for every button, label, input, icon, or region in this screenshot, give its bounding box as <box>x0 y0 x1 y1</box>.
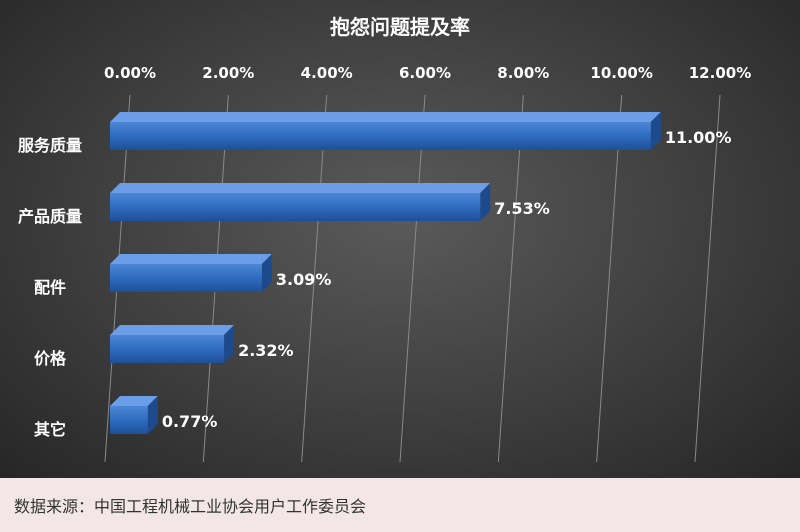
gridline <box>399 94 426 463</box>
bar-front-face <box>110 264 262 292</box>
bar-top-face <box>110 112 661 122</box>
source-text: 数据来源：中国工程机械工业协会用户工作委员会 <box>14 497 367 516</box>
chart-title: 抱怨问题提及率 <box>330 15 470 39</box>
source-footer: 数据来源：中国工程机械工业协会用户工作委员会 <box>0 478 800 532</box>
value-label: 3.09% <box>276 270 332 289</box>
value-label: 2.32% <box>238 341 294 360</box>
chart-area: 抱怨问题提及率 0.00% 2.00% 4.00% 6.00% 8.00% 10.00% 1… <box>0 0 800 478</box>
gridline <box>301 94 328 463</box>
x-tick-label: 2.00% <box>202 64 254 82</box>
bar-end-face <box>224 325 235 363</box>
x-tick-label: 0.00% <box>104 64 156 82</box>
x-tick-label: 12.00% <box>689 64 751 82</box>
bar <box>110 112 661 150</box>
category-label: 配件 <box>34 278 66 297</box>
bar-top-face <box>110 396 158 406</box>
x-tick-label: 6.00% <box>399 64 451 82</box>
gridline <box>497 94 524 463</box>
x-tick-label: 4.00% <box>301 64 353 82</box>
bar-end-face <box>147 396 158 434</box>
value-label: 11.00% <box>665 128 732 147</box>
value-label: 0.77% <box>162 412 218 431</box>
bar-top-face <box>110 325 235 335</box>
bar-end-face <box>480 183 491 221</box>
category-label: 产品质量 <box>18 207 82 226</box>
gridline <box>694 94 721 463</box>
category-label: 其它 <box>34 420 66 439</box>
category-label: 价格 <box>34 349 67 368</box>
category-label: 服务质量 <box>18 136 82 155</box>
bar-front-face <box>110 193 481 221</box>
bar <box>110 254 272 292</box>
bar-end-face <box>261 254 272 292</box>
bar-top-face <box>110 254 272 264</box>
bar-end-face <box>650 112 661 150</box>
value-label: 7.53% <box>494 199 550 218</box>
bar-front-face <box>110 335 225 363</box>
bar-top-face <box>110 183 491 193</box>
bar <box>110 325 235 363</box>
x-tick-label: 10.00% <box>590 64 652 82</box>
x-tick-label: 8.00% <box>497 64 549 82</box>
bar <box>110 183 491 221</box>
gridline <box>596 94 623 463</box>
bar-front-face <box>110 122 651 150</box>
bar-front-face <box>110 406 148 434</box>
bar <box>110 396 158 434</box>
bar-chart: 抱怨问题提及率 0.00% 2.00% 4.00% 6.00% 8.00% 10.00% 1… <box>18 15 751 463</box>
